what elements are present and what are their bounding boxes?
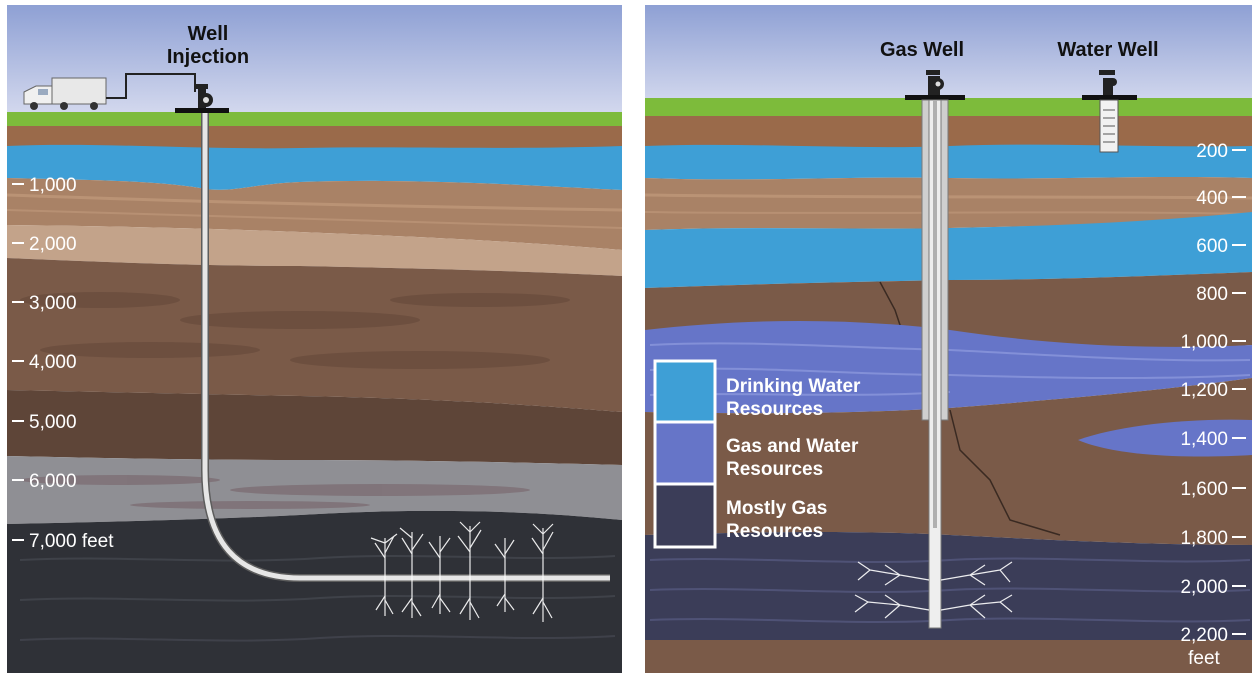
water-well-title: Water Well (1057, 39, 1158, 61)
legend: Drinking Water Resources Gas and Water R… (653, 359, 861, 549)
wellhead-icon (175, 84, 229, 113)
left-dark-brown-layer (7, 390, 622, 465)
right-depth-label: 1,200 (1180, 380, 1228, 401)
left-depth-scale (12, 183, 24, 541)
right-depth-label: 1,400 (1180, 429, 1228, 450)
right-depth-unit: feet (1188, 648, 1220, 669)
legend-label: Mostly Gas (726, 498, 827, 519)
right-depth-label: 400 (1196, 188, 1228, 209)
right-depth-label: 2,200 (1180, 625, 1228, 646)
right-panel: Gas Well Water Well Drinking Water Resou… (645, 5, 1252, 673)
left-depth-label: 1,000 (29, 175, 77, 196)
left-brown-layer (7, 258, 622, 412)
water-wellhead-icon (1082, 70, 1137, 100)
left-depth-label: 7,000 feet (29, 531, 114, 552)
gas-well-title: Gas Well (880, 39, 964, 61)
right-depth-label: 1,600 (1180, 479, 1228, 500)
right-depth-label: 600 (1196, 236, 1228, 257)
well-injection-title-1: Well (188, 23, 229, 45)
left-dark-shale (7, 510, 622, 673)
left-aquifer (7, 144, 622, 190)
right-depth-label: 800 (1196, 284, 1228, 305)
left-depth-label: 5,000 (29, 412, 77, 433)
legend-swatch-mostly-gas (653, 482, 717, 549)
legend-label: Resources (726, 459, 823, 480)
right-depth-label: 200 (1196, 141, 1228, 162)
right-gas-lens (1078, 419, 1252, 457)
legend-label: Resources (726, 521, 823, 542)
left-depth-label: 4,000 (29, 352, 77, 373)
legend-swatch-gas-water (653, 420, 717, 486)
right-bottom-soil (645, 640, 1252, 673)
left-tan-layer (7, 178, 622, 250)
right-sky (645, 5, 1252, 105)
legend-label: Gas and Water (726, 436, 859, 457)
right-lower-brown (645, 378, 1252, 545)
left-grass (7, 112, 622, 126)
right-depth-label: 1,000 (1180, 332, 1228, 353)
left-sky (7, 5, 622, 115)
right-depth-label: 1,800 (1180, 528, 1228, 549)
left-light-tan-layer (7, 225, 622, 276)
fractures-left (370, 521, 554, 622)
gas-wellhead-icon (905, 70, 965, 100)
left-panel: Well Injection 1,000 2,000 3,000 4,000 5… (7, 5, 622, 673)
fractures-right (854, 561, 1013, 619)
well-injection-title-2: Injection (167, 46, 249, 68)
left-depth-label: 3,000 (29, 293, 77, 314)
truck-icon (23, 77, 107, 110)
legend-label: Resources (726, 399, 823, 420)
right-depth-scale (1232, 149, 1246, 635)
legend-swatch-drinking-water (653, 359, 717, 424)
legend-label: Drinking Water (726, 376, 861, 397)
hose-line (106, 73, 196, 99)
right-depth-label: 2,000 (1180, 577, 1228, 598)
left-depth-label: 6,000 (29, 471, 77, 492)
left-depth-label: 2,000 (29, 234, 77, 255)
